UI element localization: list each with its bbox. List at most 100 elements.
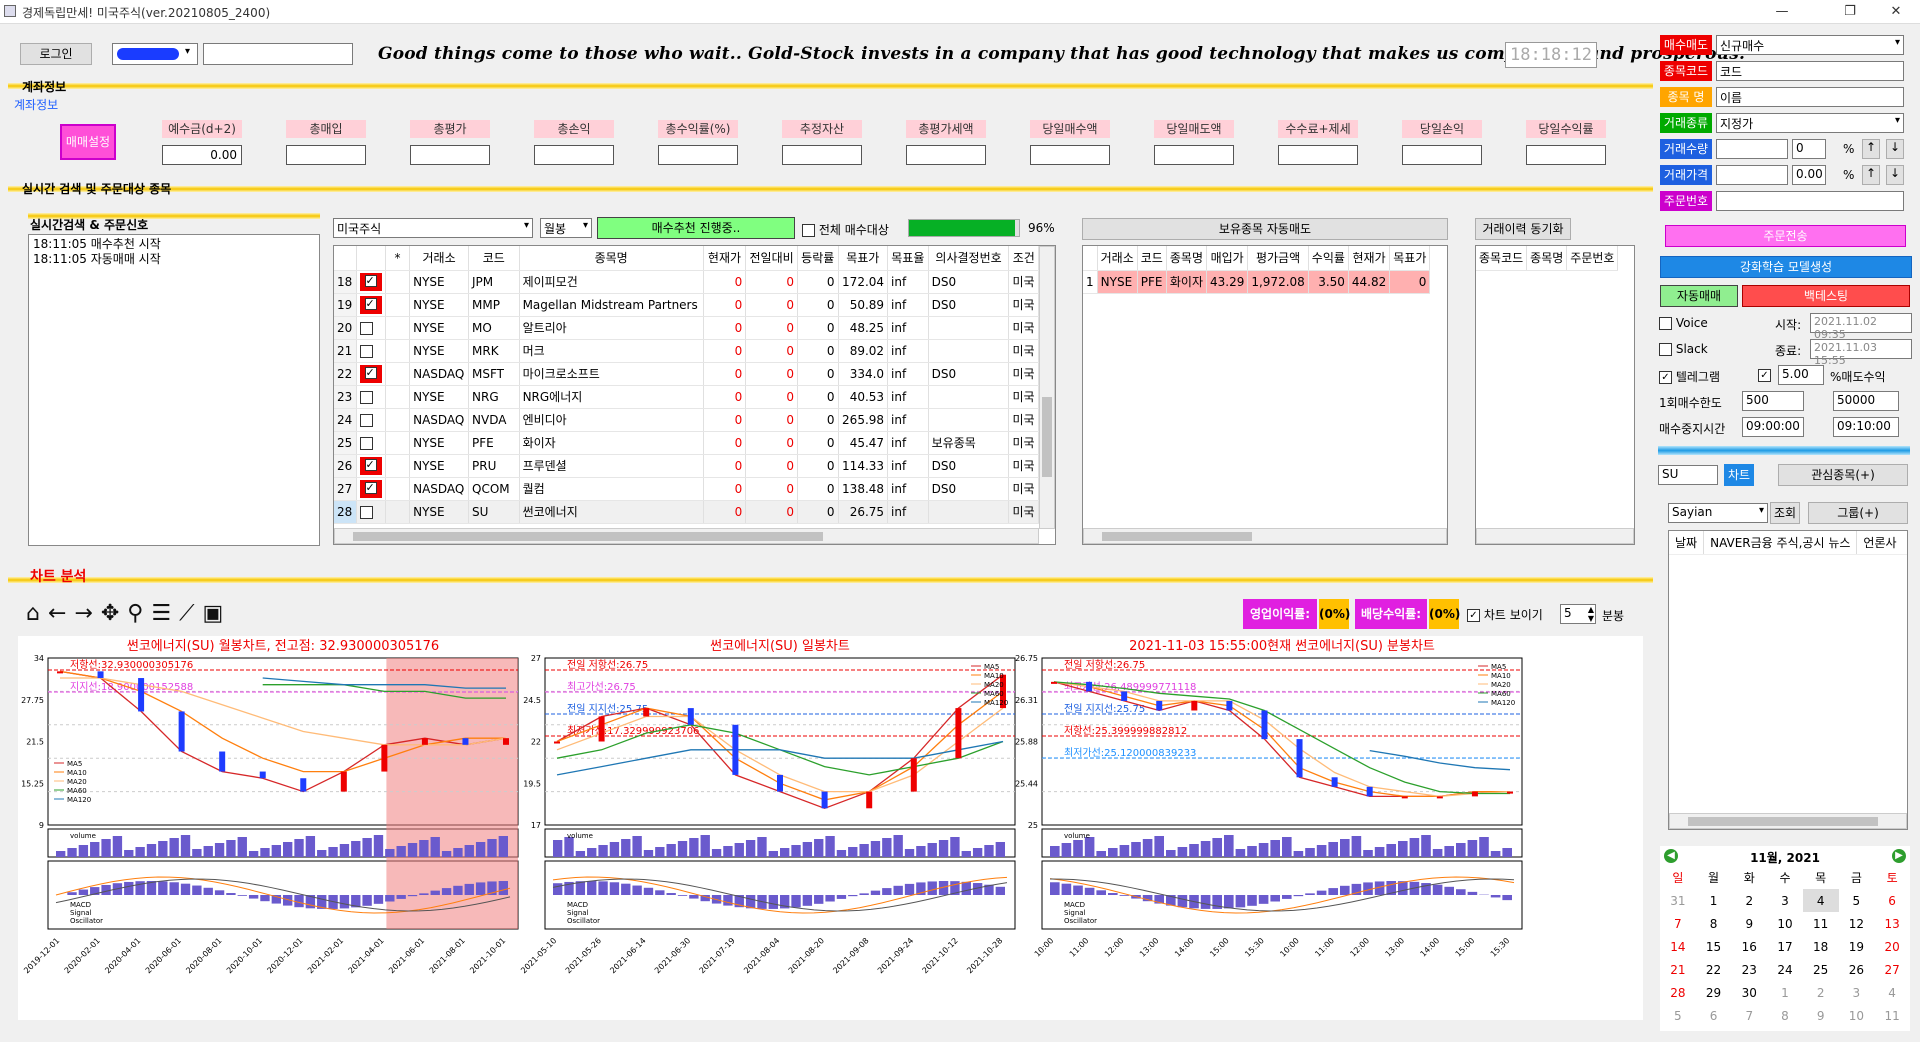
calendar-day[interactable]: 13: [1884, 916, 1900, 931]
next-month-icon[interactable]: ▶: [1892, 849, 1906, 863]
holdings-grid[interactable]: 거래소 코드 종목명 매입가 평가금액 수익률 현재가 목표가 1 NYSE PFE 화이자 43.29…: [1082, 245, 1448, 545]
holdings-auto-sell-button[interactable]: 보유종목 자동매도: [1082, 218, 1448, 240]
grid-header[interactable]: [334, 246, 357, 271]
order-input[interactable]: [1716, 139, 1788, 159]
table-row[interactable]: 24 NASDAQ NVDA 엔비디아 0 0 0 265.98 inf 미국: [334, 408, 1039, 432]
table-row[interactable]: 25 NYSE PFE 화이자 0 0 0 45.47 inf 보유종목 미국: [334, 431, 1039, 455]
grid-header[interactable]: 매입가: [1206, 246, 1249, 271]
calendar-day[interactable]: 6: [1709, 1008, 1718, 1023]
prev-month-icon[interactable]: ◀: [1664, 849, 1678, 863]
calendar-day[interactable]: 9: [1745, 916, 1754, 931]
horizontal-scrollbar[interactable]: [1669, 813, 1907, 829]
order-pct-input[interactable]: 0: [1792, 139, 1826, 159]
calendar-day[interactable]: 28: [1670, 985, 1686, 1000]
grid-header[interactable]: 종목명: [519, 246, 704, 271]
up-arrow-icon[interactable]: ↑: [1862, 139, 1880, 159]
grid-header[interactable]: 종목명: [1526, 246, 1568, 271]
table-row[interactable]: 20 NYSE MO 알트리아 0 0 0 48.25 inf 미국: [334, 316, 1039, 340]
auto-trade-button[interactable]: 자동매매: [1660, 285, 1738, 307]
row-checkbox[interactable]: [356, 293, 386, 317]
grid-header[interactable]: 거래소: [1097, 246, 1138, 271]
all-buy-checkbox[interactable]: 전체 매수대상: [802, 221, 889, 238]
calendar-day[interactable]: 9: [1816, 1008, 1825, 1023]
calendar-day[interactable]: 3: [1781, 893, 1789, 908]
calendar-day[interactable]: 12: [1848, 916, 1864, 931]
calendar-day[interactable]: 4: [1888, 985, 1896, 1000]
trade-setting-button[interactable]: 매매설정: [60, 124, 116, 160]
minute-spinner[interactable]: 5 ▲ ▼: [1560, 604, 1596, 624]
calendar-day[interactable]: 26: [1848, 962, 1864, 977]
password-input[interactable]: [203, 43, 353, 65]
show-chart-checkbox[interactable]: ✓ 차트 보이기: [1467, 606, 1543, 623]
calendar-day[interactable]: 30: [1741, 985, 1757, 1000]
home-icon[interactable]: ⌂: [26, 601, 48, 626]
grid-header[interactable]: 거래소: [409, 246, 470, 271]
stop-time-2[interactable]: 09:10:00: [1833, 417, 1899, 437]
calendar-day[interactable]: 6: [1888, 893, 1896, 908]
history-grid[interactable]: 종목코드 종목명 주문번호: [1475, 245, 1635, 545]
calendar-day[interactable]: 25: [1813, 962, 1829, 977]
calendar-day[interactable]: 3: [1852, 985, 1861, 1000]
calendar-day[interactable]: 21: [1670, 962, 1686, 977]
start-datetime[interactable]: 2021.11.02 09:35: [1810, 313, 1912, 341]
grid-header[interactable]: [1083, 246, 1098, 271]
stock-grid[interactable]: *거래소코드종목명현재가전일대비등락률목표가목표율의사결정번호조건18NYSEJ…: [333, 245, 1056, 545]
group-add-button[interactable]: 그룹(+): [1808, 502, 1908, 524]
grid-header[interactable]: 수익률: [1308, 246, 1349, 271]
calendar-day[interactable]: 23: [1741, 962, 1757, 977]
grid-header[interactable]: [356, 246, 386, 271]
order-input[interactable]: [1716, 165, 1788, 185]
calendar-day[interactable]: 22: [1705, 962, 1722, 977]
period-select[interactable]: 월봉 ▾: [540, 218, 592, 238]
order-field[interactable]: 이름: [1716, 87, 1904, 107]
telegram-checkbox[interactable]: ✓ 텔레그램: [1659, 368, 1720, 385]
sell-pct-spinner[interactable]: 5.00: [1778, 365, 1824, 385]
down-arrow-icon[interactable]: ↓: [1886, 139, 1904, 159]
grid-header[interactable]: 종목코드: [1476, 246, 1528, 271]
grid-header[interactable]: 종목명: [1166, 246, 1207, 271]
table-row[interactable]: 1 NYSE PFE 화이자 43.29 1,972.08 3.50 44.82 0: [1083, 270, 1431, 294]
login-button[interactable]: 로그인: [20, 43, 92, 65]
calendar-day[interactable]: 24: [1777, 962, 1793, 977]
calendar-day[interactable]: 17: [1777, 939, 1793, 954]
account-select[interactable]: ▾: [112, 43, 198, 65]
calendar-day[interactable]: 10: [1777, 916, 1793, 931]
grid-header[interactable]: 의사결정번호: [928, 246, 1010, 271]
lookup-button[interactable]: 조회: [1770, 502, 1800, 524]
backtest-button[interactable]: 백테스팅: [1742, 285, 1910, 307]
group-select[interactable]: Sayian ▾: [1668, 503, 1768, 523]
table-row[interactable]: 21 NYSE MRK 머크 0 0 0 89.02 inf 미국: [334, 339, 1039, 363]
order-pct-input[interactable]: 0.00: [1792, 165, 1826, 185]
close-icon[interactable]: ✕: [1890, 4, 1902, 19]
order-field[interactable]: [1716, 191, 1904, 211]
pan-icon[interactable]: ✥: [100, 601, 128, 626]
calendar-day[interactable]: 4: [1802, 889, 1839, 912]
axes-edit-icon[interactable]: ⟋: [179, 601, 203, 626]
save-icon[interactable]: ▣: [202, 601, 232, 626]
up-arrow-icon[interactable]: ↑: [1862, 165, 1880, 185]
calendar-day[interactable]: 14: [1670, 939, 1686, 954]
ml-model-button[interactable]: 강화학습 모델생성: [1660, 256, 1912, 278]
stock-code-input[interactable]: SU: [1658, 465, 1718, 485]
order-field[interactable]: 지정가 ▾: [1716, 113, 1904, 133]
calendar-day[interactable]: 11: [1813, 916, 1829, 931]
row-checkbox[interactable]: [356, 385, 386, 409]
row-checkbox[interactable]: [356, 500, 386, 524]
horizontal-scrollbar[interactable]: [1083, 528, 1447, 544]
forward-arrow-icon[interactable]: →: [74, 601, 101, 626]
grid-header[interactable]: 조건: [1008, 246, 1039, 271]
calendar-day[interactable]: 31: [1670, 893, 1686, 908]
history-sync-button[interactable]: 거래이력 동기화: [1475, 218, 1571, 240]
calendar-day[interactable]: 1: [1781, 985, 1789, 1000]
calendar-day[interactable]: 7: [1674, 916, 1682, 931]
buy-limit-2[interactable]: 50000: [1833, 391, 1899, 411]
calendar-day[interactable]: 8: [1709, 916, 1718, 931]
row-checkbox[interactable]: [356, 316, 386, 340]
calendar[interactable]: ◀ 11월, 2021 ▶ 일 월 화 수 목 금 토 31 1 2 3 4 5 6 7 8 9 10 11 12 13…: [1660, 846, 1910, 1031]
calendar-day[interactable]: 20: [1884, 939, 1900, 954]
slack-checkbox[interactable]: Slack: [1659, 342, 1708, 356]
restore-icon[interactable]: ❐: [1844, 4, 1856, 19]
calendar-day[interactable]: 16: [1741, 939, 1757, 954]
